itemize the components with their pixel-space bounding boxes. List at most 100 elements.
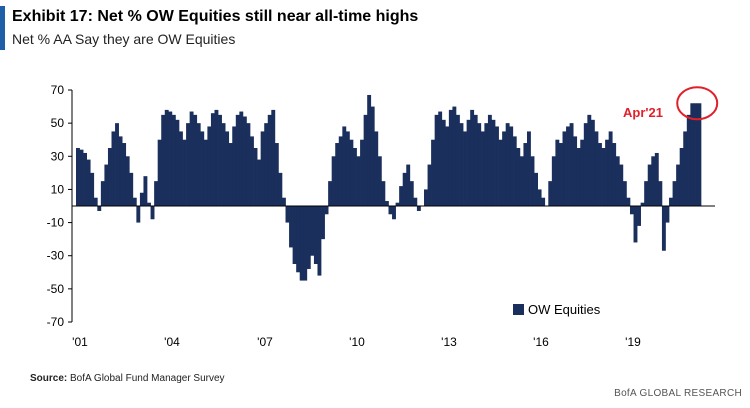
bar: [495, 126, 499, 206]
bar: [299, 206, 304, 281]
bar: [107, 148, 112, 206]
x-tick-label: '04: [164, 335, 180, 349]
bar: [388, 206, 393, 215]
bar: [374, 131, 379, 206]
bar: [228, 143, 233, 206]
bar: [136, 206, 141, 223]
annotation: Apr'21: [623, 86, 719, 121]
x-axis: '01 '04 '07 '10 '13 '16 '19: [72, 335, 641, 349]
bar: [111, 131, 116, 206]
bar: [587, 114, 592, 206]
bar: [278, 172, 283, 206]
bar: [466, 119, 471, 206]
bar: [161, 114, 166, 206]
bar: [246, 123, 251, 206]
chart-title: Exhibit 17: Net % OW Equities still near…: [12, 8, 419, 25]
bar: [331, 156, 336, 206]
bar: [210, 113, 215, 206]
bar: [598, 143, 602, 206]
bar: [566, 126, 570, 206]
bar: [669, 197, 673, 206]
bar: [381, 181, 386, 206]
bar: [203, 139, 208, 206]
x-tick-label: '19: [625, 335, 641, 349]
bar: [168, 111, 173, 206]
bar: [647, 164, 652, 206]
bar: [157, 139, 162, 206]
bar: [416, 206, 421, 211]
bar: [541, 197, 546, 206]
bar: [242, 116, 247, 206]
bar: [594, 131, 599, 206]
bar: [271, 109, 276, 206]
source-label: Source:: [30, 373, 68, 384]
bar: [139, 192, 144, 206]
bar: [328, 181, 333, 206]
bar: [455, 114, 460, 206]
bar: [558, 143, 563, 206]
bar: [619, 164, 624, 206]
bar: [90, 172, 95, 206]
bar: [235, 114, 240, 206]
bar: [622, 181, 627, 206]
bar: [686, 114, 691, 206]
bar: [93, 197, 98, 206]
bar: [321, 206, 325, 240]
bar: [118, 136, 123, 206]
bar: [79, 149, 84, 206]
bar: [324, 206, 329, 215]
bar: [214, 109, 219, 206]
legend: OW Equities: [513, 302, 601, 317]
bar: [154, 181, 159, 206]
annotation-circle: [676, 86, 719, 121]
y-tick-label: -10: [47, 216, 65, 230]
bar: [285, 206, 290, 223]
bar: [239, 111, 244, 206]
bar: [431, 139, 436, 206]
bar: [86, 159, 91, 206]
bar: [260, 131, 265, 206]
bar: [590, 119, 595, 206]
bar: [115, 123, 119, 206]
bar: [100, 181, 105, 206]
bar: [281, 197, 286, 206]
bar: [395, 202, 400, 206]
bar: [150, 206, 155, 220]
bar: [651, 156, 656, 206]
accent-bar: [0, 6, 5, 50]
bar: [555, 139, 560, 206]
bar: [257, 159, 262, 206]
bar: [175, 119, 180, 206]
bar: [551, 156, 556, 206]
source-note: Source: BofA Global Fund Manager Survey: [30, 373, 225, 384]
bar: [487, 114, 492, 206]
bar: [459, 123, 464, 206]
x-tick-label: '16: [533, 335, 549, 349]
bar: [505, 123, 510, 206]
bar: [306, 206, 311, 269]
bar: [601, 148, 606, 206]
bar: [83, 152, 87, 206]
bar: [338, 136, 343, 206]
bar: [452, 106, 457, 206]
bar: [349, 139, 354, 206]
bar: [530, 156, 535, 206]
bar: [573, 136, 578, 206]
bar: [225, 131, 230, 206]
bar: [661, 206, 666, 251]
bar: [612, 143, 617, 206]
bar-series: [76, 94, 702, 281]
bar: [644, 181, 649, 206]
bar: [637, 206, 641, 226]
bar: [605, 139, 610, 206]
bar: [367, 94, 372, 206]
y-tick-label: 50: [51, 116, 65, 130]
bar: [402, 172, 407, 206]
bar: [626, 197, 631, 206]
bar: [171, 114, 176, 206]
bar: [292, 206, 297, 264]
bar: [576, 148, 581, 206]
bar: [470, 109, 475, 206]
bar: [193, 114, 198, 206]
bar: [583, 123, 588, 206]
